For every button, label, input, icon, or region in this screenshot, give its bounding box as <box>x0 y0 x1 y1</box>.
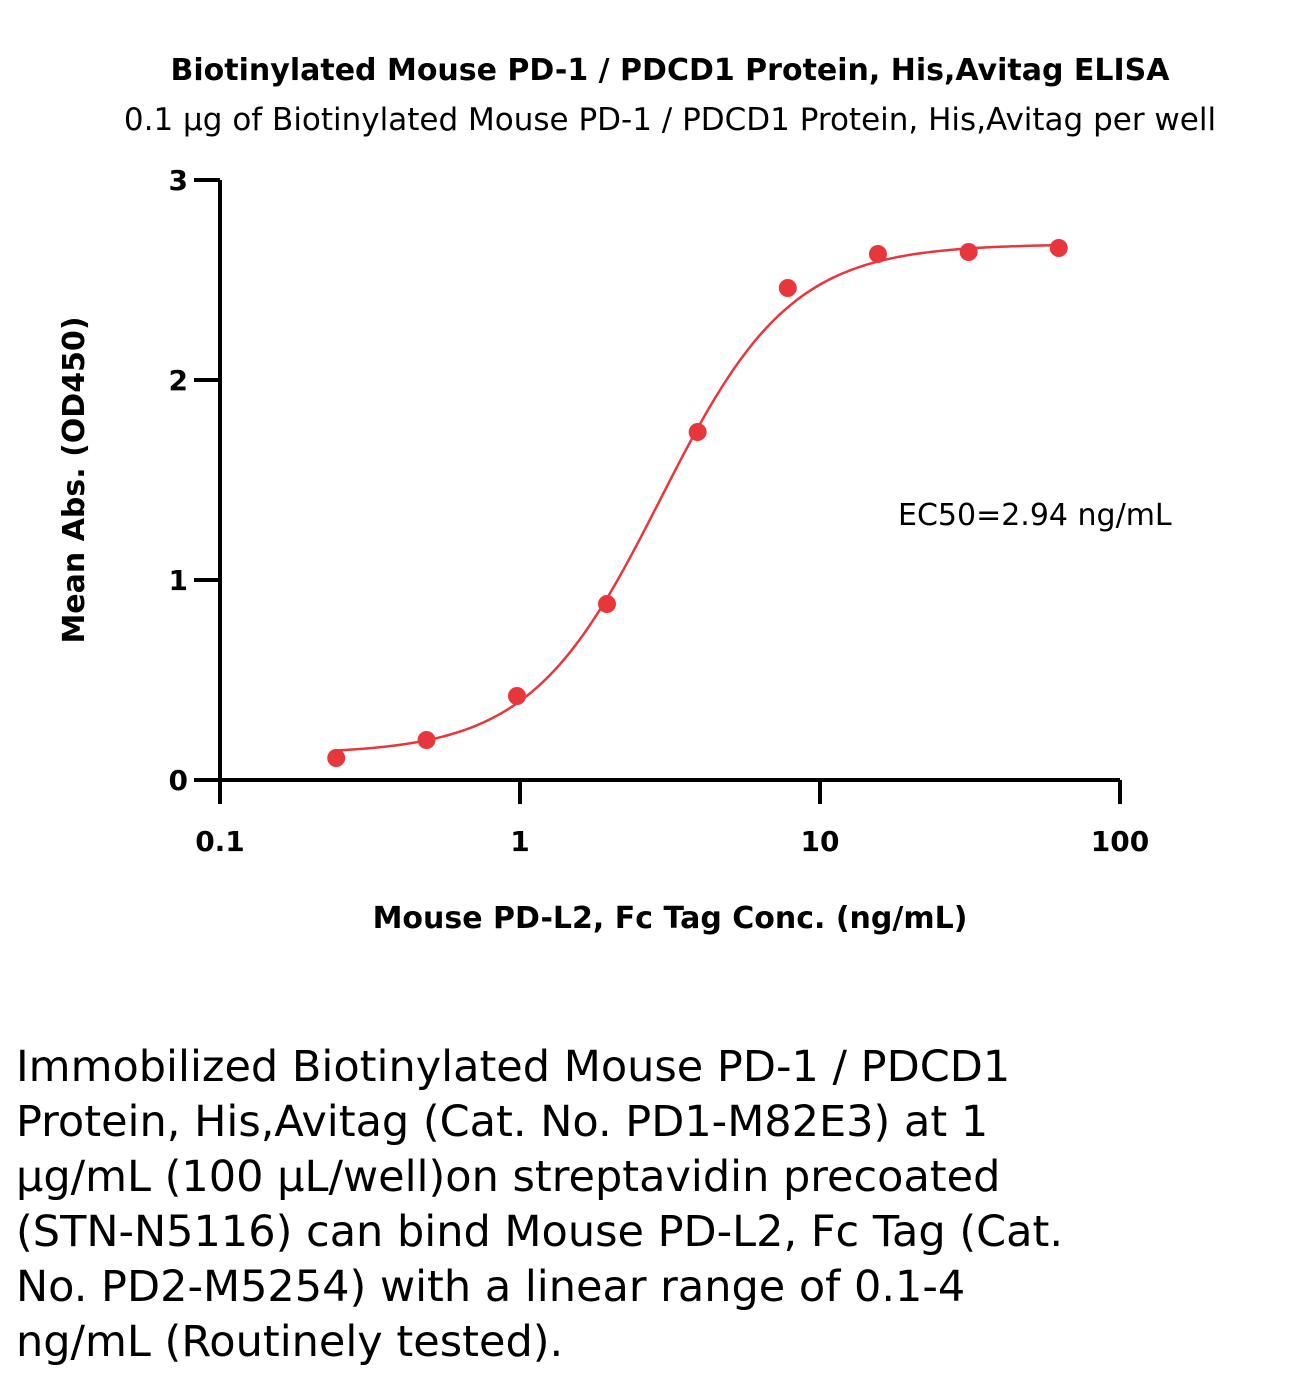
data-points <box>327 239 1068 767</box>
data-point <box>1049 239 1068 257</box>
x-axis-title: Mouse PD-L2, Fc Tag Conc. (ng/mL) <box>373 901 968 936</box>
y-tick-label: 0 <box>169 764 188 797</box>
figure-caption: Immobilized Biotinylated Mouse PD-1 / PD… <box>16 1042 1064 1367</box>
elisa-chart: Biotinylated Mouse PD-1 / PDCD1 Protein,… <box>57 53 1216 936</box>
data-point <box>868 245 887 263</box>
x-tick-label: 10 <box>801 825 840 858</box>
y-tick-label: 3 <box>169 164 188 197</box>
data-point <box>688 423 707 441</box>
x-ticks: 0.1 1 10 100 <box>195 780 1149 858</box>
data-point <box>598 595 617 613</box>
data-point <box>959 243 978 261</box>
data-point <box>507 687 526 705</box>
x-tick-label: 0.1 <box>195 825 245 858</box>
x-tick-label: 100 <box>1091 825 1149 858</box>
chart-subtitle: 0.1 μg of Biotinylated Mouse PD-1 / PDCD… <box>124 102 1216 138</box>
y-axis-title: Mean Abs. (OD450) <box>57 316 92 643</box>
y-tick-label: 1 <box>169 564 188 597</box>
chart-title: Biotinylated Mouse PD-1 / PDCD1 Protein,… <box>171 53 1171 88</box>
data-point <box>417 731 436 749</box>
data-point <box>327 749 346 767</box>
axes <box>218 180 1120 782</box>
y-ticks: 0 1 2 3 <box>169 164 220 797</box>
x-tick-label: 1 <box>510 825 529 858</box>
data-point <box>778 279 797 297</box>
ec50-annotation: EC50=2.94 ng/mL <box>898 498 1172 533</box>
y-tick-label: 2 <box>169 364 188 397</box>
